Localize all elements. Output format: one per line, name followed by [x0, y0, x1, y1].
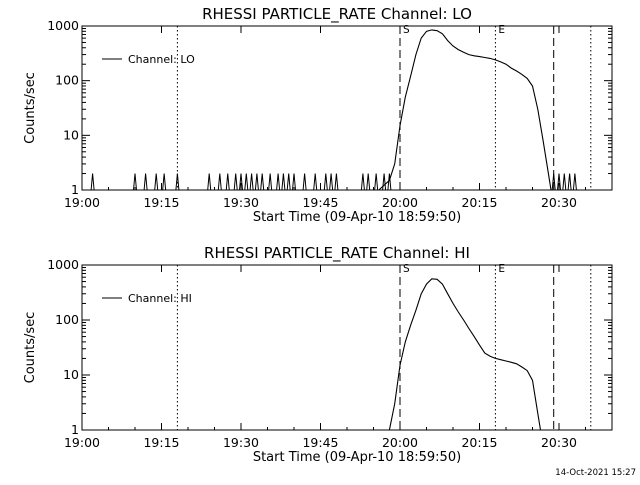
- chart-title: RHESSI PARTICLE_RATE Channel: HI: [204, 244, 470, 263]
- marker-label-s: S: [403, 24, 410, 36]
- legend-label: Channel: HI: [128, 292, 192, 305]
- series-line: [378, 29, 552, 191]
- y-tick-label: 1000: [47, 257, 79, 272]
- x-tick-label: 20:00: [382, 195, 418, 210]
- data-spike: [154, 173, 159, 191]
- data-spike: [254, 173, 259, 191]
- data-spike: [239, 173, 243, 191]
- y-tick-label: 100: [55, 312, 79, 327]
- data-spike: [292, 173, 296, 191]
- data-spike: [313, 173, 318, 191]
- y-tick-label: 10: [63, 367, 79, 382]
- data-spike: [133, 173, 137, 191]
- x-tick-label: 19:45: [302, 435, 338, 450]
- chart-title: RHESSI PARTICLE_RATE Channel: LO: [202, 5, 472, 24]
- x-tick-label: 19:00: [64, 435, 100, 450]
- data-spike: [276, 173, 281, 191]
- plot-frame: [81, 264, 613, 431]
- x-tick-label: 20:30: [541, 195, 577, 210]
- data-spike: [225, 173, 230, 191]
- data-spike: [366, 173, 371, 191]
- data-spike: [567, 173, 572, 191]
- data-spike: [244, 173, 249, 191]
- marker-label-e: E: [498, 24, 505, 36]
- x-tick-label: 19:00: [64, 195, 100, 210]
- x-tick-label: 19:15: [143, 195, 179, 210]
- marker-label-s: S: [403, 263, 410, 275]
- x-tick-label: 20:15: [461, 435, 497, 450]
- plot-frame: [81, 25, 613, 191]
- data-spike: [143, 173, 148, 191]
- x-tick-label: 19:15: [143, 435, 179, 450]
- data-spike: [551, 173, 556, 191]
- data-spike: [382, 173, 387, 191]
- data-spike: [175, 173, 180, 191]
- data-spike: [557, 173, 561, 191]
- x-tick-label: 20:30: [541, 435, 577, 450]
- data-spike: [562, 173, 567, 191]
- x-axis-label: Start Time (09-Apr-10 18:59:50): [253, 210, 461, 225]
- x-tick-label: 19:30: [223, 435, 259, 450]
- data-spike: [90, 173, 95, 191]
- y-tick-label: 1: [71, 422, 79, 437]
- data-spike: [162, 173, 167, 191]
- y-tick-label: 10: [63, 127, 79, 142]
- data-spike: [286, 173, 291, 191]
- data-spike: [360, 173, 365, 191]
- data-spike: [374, 173, 379, 191]
- series-line: [388, 278, 542, 431]
- data-spike: [334, 173, 339, 191]
- x-tick-label: 19:30: [223, 195, 259, 210]
- footer-timestamp: 14-Oct-2021 15:27: [555, 468, 636, 478]
- data-spike: [572, 173, 577, 191]
- data-spike: [260, 173, 265, 191]
- y-axis-label: Counts/sec: [23, 72, 38, 144]
- data-spike: [217, 173, 222, 191]
- legend-label: Channel: LO: [128, 53, 195, 66]
- data-spike: [207, 173, 212, 191]
- data-spike: [281, 173, 286, 191]
- y-tick-label: 1: [71, 182, 79, 197]
- x-tick-label: 20:00: [382, 435, 418, 450]
- data-spike: [329, 173, 334, 191]
- data-spike: [233, 173, 238, 191]
- data-spike: [387, 173, 392, 191]
- data-spike: [268, 173, 273, 191]
- chart-panel-0: RHESSI PARTICLE_RATE Channel: LO 19:00 19:…: [23, 5, 613, 225]
- data-spike: [302, 173, 307, 191]
- y-axis-label: Counts/sec: [23, 312, 38, 384]
- x-tick-label: 20:15: [461, 195, 497, 210]
- marker-label-e: E: [498, 263, 505, 275]
- y-tick-label: 100: [55, 73, 79, 88]
- chart-panel-1: RHESSI PARTICLE_RATE Channel: HI 19:00 19:…: [23, 244, 613, 465]
- data-spike: [323, 173, 328, 191]
- data-spike: [249, 173, 254, 191]
- x-axis-label: Start Time (09-Apr-10 18:59:50): [253, 450, 461, 465]
- y-tick-label: 1000: [47, 18, 79, 33]
- x-tick-label: 19:45: [302, 195, 338, 210]
